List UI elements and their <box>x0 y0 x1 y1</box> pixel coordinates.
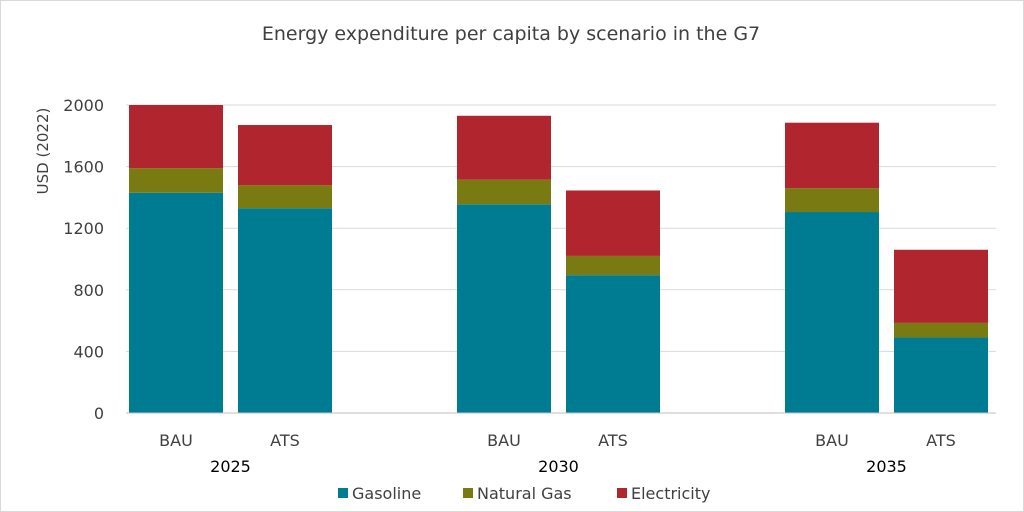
y-axis-label: USD (2022) <box>34 108 52 195</box>
bar-2030-bau-natural-gas <box>457 179 551 205</box>
bars <box>129 105 988 413</box>
bar-2030-ats-gasoline <box>566 275 660 413</box>
legend-swatch-electricity <box>617 488 627 498</box>
legend-swatch-natural-gas <box>463 488 473 498</box>
x-scenario-label: ATS <box>270 431 300 450</box>
bar-2025-bau-gasoline <box>129 192 223 413</box>
y-tick-label: 2000 <box>63 96 104 115</box>
x-scenario-label: BAU <box>159 431 193 450</box>
bar-2035-bau-gasoline <box>785 212 879 413</box>
y-tick-label: 1200 <box>63 219 104 238</box>
bar-2030-ats-electricity <box>566 190 660 256</box>
y-axis-ticks: 0 400 800 1200 1600 2000 <box>63 96 104 423</box>
x-year-label: 2030 <box>538 457 579 476</box>
legend-swatch-gasoline <box>338 488 348 498</box>
y-tick-label: 400 <box>73 342 104 361</box>
bar-2025-bau-natural-gas <box>129 168 223 193</box>
y-tick-label: 800 <box>73 281 104 300</box>
x-year-label: 2035 <box>866 457 907 476</box>
bar-2025-bau-electricity <box>129 105 223 169</box>
bar-2030-bau-gasoline <box>457 204 551 413</box>
legend: Gasoline Natural Gas Electricity <box>338 484 710 503</box>
legend-label: Electricity <box>631 484 710 503</box>
bar-2035-ats-natural-gas <box>894 322 988 338</box>
bar-2035-bau-natural-gas <box>785 188 879 213</box>
bar-2025-ats-natural-gas <box>238 185 332 209</box>
bar-2035-bau-electricity <box>785 122 879 189</box>
bar-2025-ats-electricity <box>238 125 332 186</box>
x-year-label: 2025 <box>210 457 251 476</box>
bar-2035-ats-electricity <box>894 249 988 323</box>
x-scenario-label: BAU <box>815 431 849 450</box>
y-tick-label: 1600 <box>63 158 104 177</box>
x-scenario-label: ATS <box>598 431 628 450</box>
chart-title: Energy expenditure per capita by scenari… <box>262 23 760 45</box>
bar-2030-bau-electricity <box>457 115 551 180</box>
x-axis-labels: BAU ATS 2025 BAU ATS 2030 BAU ATS 2035 <box>159 431 956 476</box>
x-scenario-label: BAU <box>487 431 521 450</box>
legend-label: Natural Gas <box>477 484 572 503</box>
bar-2030-ats-natural-gas <box>566 255 660 276</box>
bar-2035-ats-gasoline <box>894 337 988 413</box>
bar-2025-ats-gasoline <box>238 208 332 413</box>
y-tick-label: 0 <box>94 404 104 423</box>
x-scenario-label: ATS <box>926 431 956 450</box>
legend-label: Gasoline <box>352 484 421 503</box>
